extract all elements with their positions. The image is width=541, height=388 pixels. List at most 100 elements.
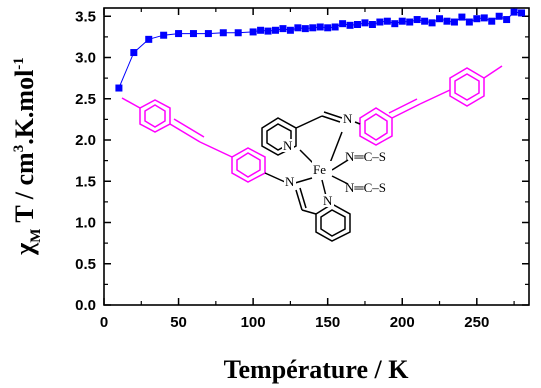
data-point <box>465 18 473 26</box>
y-tick-label: 0.0 <box>75 297 96 314</box>
data-point <box>271 26 279 34</box>
x-tick-label: 100 <box>241 314 266 331</box>
data-point <box>294 24 302 32</box>
data-point <box>368 21 376 28</box>
fe-n-imine-bottom <box>294 177 313 184</box>
data-point <box>391 20 399 28</box>
data-point <box>316 23 324 31</box>
data-point <box>503 16 511 24</box>
y-tick-label: 2.0 <box>75 132 96 149</box>
y-tick-label: 2.5 <box>75 91 96 108</box>
y-tick-label: 3.0 <box>75 50 96 67</box>
y-axis-title-chi: χ <box>10 242 39 256</box>
y-tick-label: 0.5 <box>75 256 96 273</box>
data-point <box>398 17 406 25</box>
atom-n-imine-top: N <box>343 111 353 126</box>
fe-ncs2 <box>331 175 349 185</box>
x-tick-label: 250 <box>464 314 489 331</box>
fe-ncs1 <box>331 159 349 171</box>
x-tick-label: 0 <box>100 314 108 331</box>
alkyne-left-c <box>199 141 233 158</box>
pyridine-bottom-inner <box>320 209 346 237</box>
data-point <box>286 26 294 34</box>
atom-n-pyridine-top: N <box>283 138 293 153</box>
data-point <box>495 12 503 20</box>
data-point <box>376 18 384 26</box>
atom-fe: Fe <box>313 162 326 177</box>
imine-top-b <box>321 115 341 123</box>
molecule-inset: N N Fe N N N═C–S N═C–S <box>121 65 503 242</box>
data-point <box>428 19 436 27</box>
atom-n-pyridine-bottom: N <box>323 193 333 208</box>
data-point <box>510 8 518 16</box>
plot-frame <box>103 7 530 306</box>
y-axis-title-sup-exp: -1 <box>11 57 27 70</box>
data-point <box>130 49 138 57</box>
data-point <box>175 30 183 38</box>
imine-top-a <box>295 115 323 129</box>
imine-bottom-b <box>299 187 307 209</box>
data-point <box>354 21 362 28</box>
imine-bottom-a <box>295 189 303 211</box>
data-point <box>480 14 488 22</box>
data-point <box>421 17 429 25</box>
atom-n-imine-bottom: N <box>285 174 295 189</box>
data-point <box>413 16 421 24</box>
series-line <box>118 11 522 89</box>
alkyne-right-b <box>388 98 418 114</box>
core <box>261 111 361 242</box>
data-point <box>249 28 257 36</box>
aryl-left <box>121 97 266 183</box>
y-tick-label: 3.5 <box>75 8 96 25</box>
data-point <box>264 27 272 35</box>
pyridine-top <box>261 117 297 156</box>
data-point <box>346 21 354 29</box>
data-point <box>331 23 339 31</box>
data-point <box>436 15 444 23</box>
imine-bottom-c <box>301 209 317 215</box>
data-point <box>473 15 481 23</box>
benzene-ring-left-1-inner <box>144 104 166 128</box>
data-point <box>204 30 212 38</box>
data-point <box>361 19 369 27</box>
x-axis-title: Température / K <box>224 355 410 384</box>
data-point <box>145 35 153 43</box>
data-point <box>257 26 265 34</box>
data-point <box>160 31 168 39</box>
x-tick-label: 150 <box>315 314 340 331</box>
y-axis-title: χM T / cm3.K.mol-1 <box>10 57 44 256</box>
fe-n-imine-top <box>329 131 343 164</box>
benzene-ring-right-2-inner <box>454 73 480 101</box>
x-tick-label: 50 <box>170 314 187 331</box>
data-point <box>458 13 466 21</box>
benzene-ring-right-2 <box>449 67 485 107</box>
data-point <box>301 25 309 33</box>
data-point <box>309 24 317 32</box>
benzene-ring-right-1-inner <box>364 113 388 141</box>
data-point <box>339 20 347 28</box>
y-axis-title-sup3: 3 <box>11 145 27 153</box>
aryl-right <box>359 65 503 146</box>
y-axis-title-rest2: .K.mol <box>10 70 39 145</box>
data-point <box>450 18 458 26</box>
y-axis-title-rest: T / cm <box>10 152 39 229</box>
grid-frame <box>103 7 530 306</box>
data-point <box>279 25 287 33</box>
ncs-ligand-top: N═C–S <box>345 149 386 164</box>
methyl-bond-left <box>121 97 141 109</box>
y-axis-title-sub: M <box>28 229 44 243</box>
series-layer <box>115 8 526 92</box>
alkyne-left-b <box>173 118 205 138</box>
alkyne-right-c <box>419 89 451 105</box>
data-point <box>234 29 242 37</box>
methyl-bond-right <box>483 65 503 79</box>
y-axis: 0.0 0.5 1.0 1.5 2.0 2.5 3.0 3.5 <box>75 8 529 314</box>
data-point <box>219 29 227 37</box>
x-axis: 0 50 100 150 200 250 <box>100 8 515 331</box>
data-point <box>383 17 391 25</box>
data-point <box>324 24 332 32</box>
y-tick-label: 1.5 <box>75 173 96 190</box>
data-point <box>518 9 526 17</box>
data-point <box>115 84 123 92</box>
